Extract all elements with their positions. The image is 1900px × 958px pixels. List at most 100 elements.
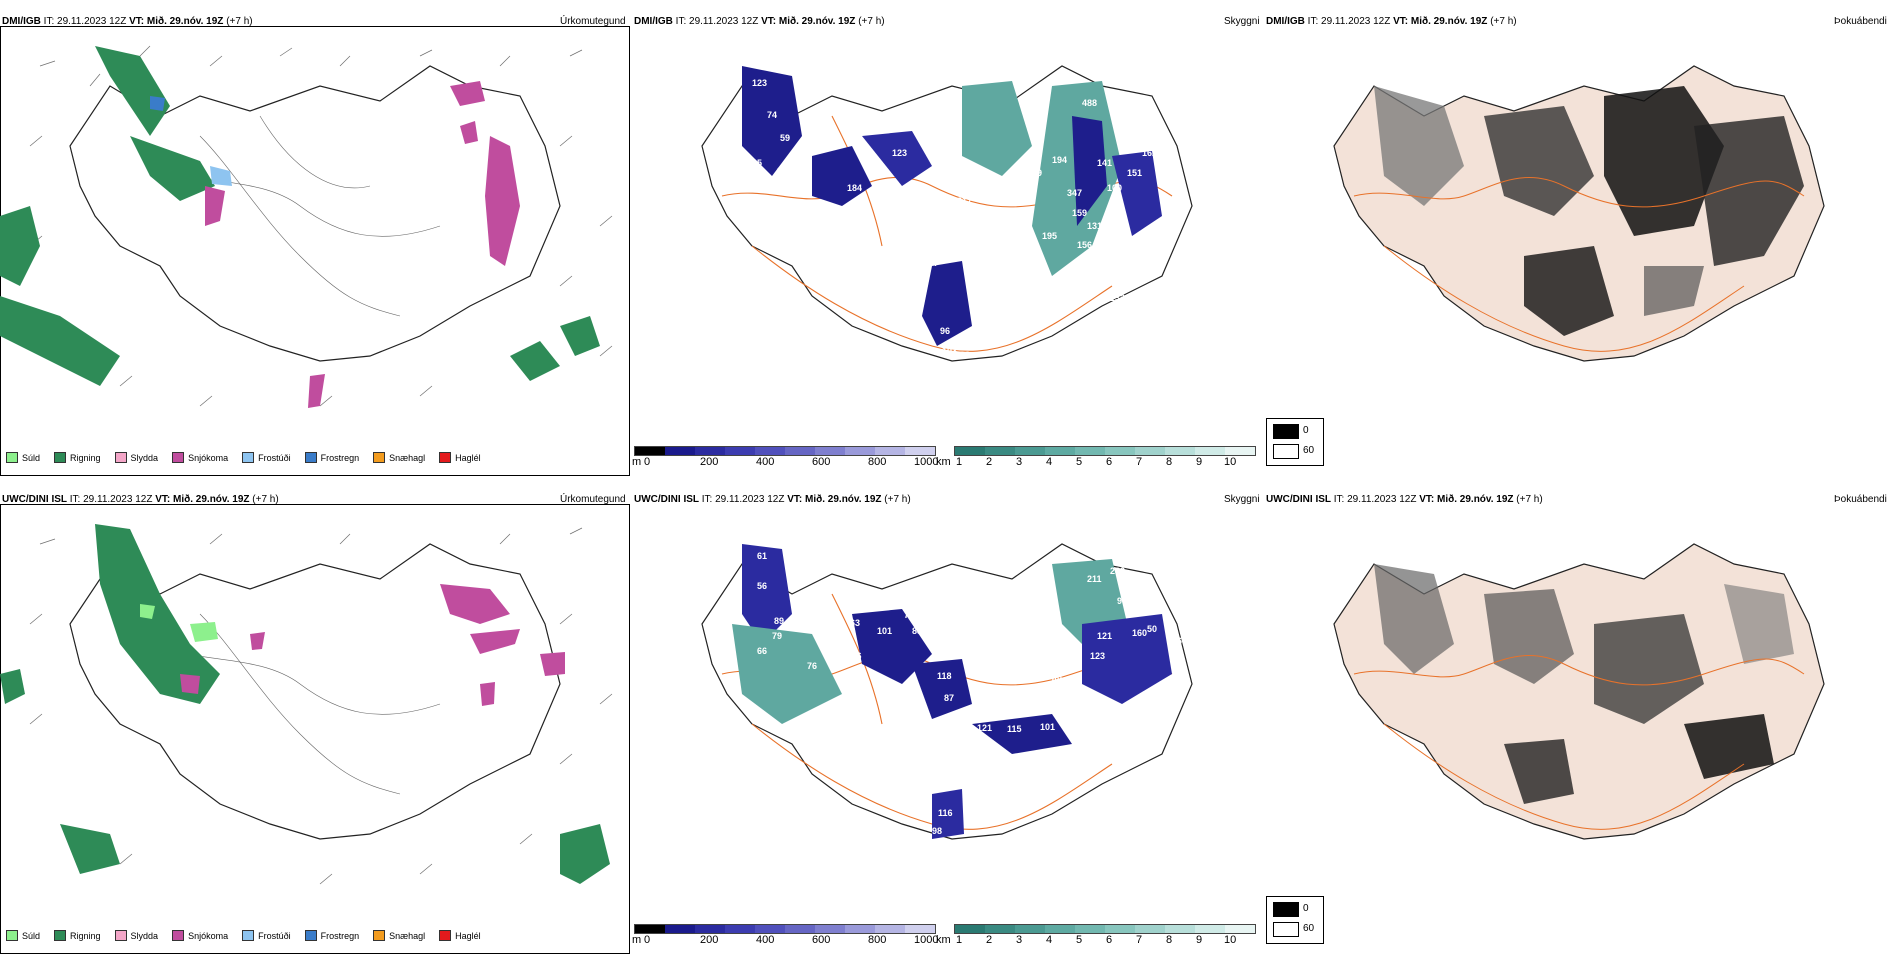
legend-item-hail: Haglél bbox=[439, 930, 481, 941]
vis-label: 121 bbox=[1097, 631, 1112, 641]
vis-label: 49 bbox=[1052, 674, 1062, 684]
coastline bbox=[69, 543, 561, 840]
valid-time: Mið. 29.nóv. 19Z bbox=[173, 494, 250, 505]
scale-tick: 4 bbox=[1046, 456, 1053, 468]
vis-label: 123 bbox=[892, 148, 907, 158]
visibility-scalebar bbox=[954, 924, 1256, 934]
scale-tick: 8 bbox=[1166, 456, 1173, 468]
vis-label: 123 bbox=[752, 78, 767, 88]
vis-label: 85 bbox=[1080, 712, 1090, 722]
snow-pellets-swatch bbox=[373, 452, 386, 463]
lead-time: (+7 h) bbox=[226, 16, 253, 27]
vt-label: VT: bbox=[787, 494, 803, 505]
vis-label: 116 bbox=[847, 651, 862, 661]
vis-label: 61 bbox=[757, 551, 767, 561]
fog-low-swatch bbox=[1273, 444, 1299, 459]
scale-tick: 0 bbox=[644, 456, 651, 468]
legend-label: Haglél bbox=[455, 930, 481, 941]
legend-label: Slydda bbox=[130, 930, 159, 941]
vis-label: 195 bbox=[1042, 231, 1057, 241]
vis-label: 56 bbox=[757, 581, 767, 591]
hail-swatch bbox=[439, 452, 452, 463]
vis-label: 74 bbox=[767, 110, 777, 120]
vis-label: 378 bbox=[847, 218, 862, 228]
freezing-rain-swatch bbox=[304, 930, 317, 941]
it-label: IT: bbox=[1307, 16, 1319, 27]
vis-label: 126 bbox=[917, 358, 932, 368]
vis-label: 93 bbox=[777, 166, 787, 176]
fog-map bbox=[1333, 543, 1825, 840]
legend-item-snow: Snjókoma bbox=[172, 930, 228, 941]
panel-header: UWC/DINI ISL IT: 29.11.2023 12Z VT: Mið.… bbox=[634, 494, 911, 505]
vt-label: VT: bbox=[1393, 16, 1409, 27]
precip-type-panel: DMI/IGB IT: 29.11.2023 12Z VT: Mið. 29.n… bbox=[0, 10, 630, 480]
panel-title: Úrkomutegund bbox=[560, 494, 626, 505]
visibility-panel: DMI/IGB IT: 29.11.2023 12Z VT: Mið. 29.n… bbox=[632, 10, 1262, 480]
vis-label: 89 bbox=[774, 616, 784, 626]
lead-time: (+7 h) bbox=[1490, 16, 1517, 27]
fog-high-swatch bbox=[1273, 902, 1299, 917]
scale-tick: 10 bbox=[1224, 456, 1237, 468]
vis-label: 211 bbox=[1087, 574, 1102, 584]
init-time: 29.11.2023 12Z bbox=[1321, 16, 1391, 27]
drizzle-swatch bbox=[6, 452, 18, 463]
vt-label: VT: bbox=[129, 16, 145, 27]
legend-item-freezing-drizzle: Frostúði bbox=[242, 452, 291, 463]
visibility-labels: 123 74 59 335 93 88 94 87 123 184 372 37… bbox=[717, 78, 1157, 386]
hail-swatch bbox=[439, 930, 452, 941]
vis-label: 199 bbox=[1027, 168, 1042, 178]
legend-item-drizzle: Súld bbox=[6, 452, 40, 463]
precip-type-panel: UWC/DINI ISL IT: 29.11.2023 12Z VT: Mið.… bbox=[0, 488, 630, 958]
scale-tick: 3 bbox=[1016, 456, 1023, 468]
model-name: DMI/IGB bbox=[634, 16, 673, 27]
vis-label: 98 bbox=[932, 826, 942, 836]
vis-label: 121 bbox=[977, 723, 992, 733]
panel-title: Skyggni bbox=[1224, 16, 1260, 27]
visibility-scalebar bbox=[954, 446, 1256, 456]
scale-tick: 600 bbox=[812, 934, 831, 946]
vis-label: 120 bbox=[1092, 276, 1107, 286]
scale-tick: 1000 bbox=[914, 934, 939, 946]
vis-label: 141 bbox=[1097, 158, 1112, 168]
vis-label: 317 bbox=[957, 196, 972, 206]
vis-label: 150 bbox=[1102, 250, 1117, 260]
init-time: 29.11.2023 12Z bbox=[1347, 494, 1417, 505]
panel-header: DMI/IGB IT: 29.11.2023 12Z VT: Mið. 29.n… bbox=[1266, 16, 1517, 27]
vis-label: 50 bbox=[1147, 624, 1157, 634]
fog-low-label: 60 bbox=[1303, 923, 1315, 934]
visibility-labels: 61 56 193 89 79 66 76 63 101 75 83 116 1… bbox=[727, 551, 1187, 836]
vis-label: 118 bbox=[937, 671, 952, 681]
valid-time: Mið. 29.nóv. 19Z bbox=[805, 494, 882, 505]
lead-time: (+7 h) bbox=[858, 16, 885, 27]
scale-tick: 200 bbox=[700, 934, 719, 946]
legend-label: Snæhagl bbox=[389, 452, 426, 463]
vis-label: 335 bbox=[747, 158, 762, 168]
model-name: DMI/IGB bbox=[2, 16, 41, 27]
scale-tick: 5 bbox=[1076, 934, 1083, 946]
legend-label: Haglél bbox=[455, 452, 481, 463]
precip-map bbox=[0, 45, 613, 408]
scale-tick: 6 bbox=[1106, 456, 1113, 468]
panel-title: Skyggni bbox=[1224, 494, 1260, 505]
vis-label: 79 bbox=[772, 631, 782, 641]
vis-label: 83 bbox=[912, 626, 922, 636]
legend-item-snow: Snjókoma bbox=[172, 452, 228, 463]
scale-tick: 3 bbox=[1016, 934, 1023, 946]
legend-item-snow-pellets: Snæhagl bbox=[373, 452, 425, 463]
scale-tick: 2 bbox=[986, 456, 993, 468]
vis-label: 94 bbox=[772, 243, 782, 253]
vis-label: 101 bbox=[1040, 722, 1055, 732]
vis-label: 66 bbox=[757, 646, 767, 656]
init-time: 29.11.2023 12Z bbox=[689, 16, 759, 27]
model-name: UWC/DINI ISL bbox=[1266, 494, 1331, 505]
fog-panel: DMI/IGB IT: 29.11.2023 12Z VT: Mið. 29.n… bbox=[1264, 10, 1894, 480]
coastline bbox=[69, 65, 561, 362]
scale-tick: 8 bbox=[1166, 934, 1173, 946]
legend-item-freezing-drizzle: Frostúði bbox=[242, 930, 291, 941]
legend-label: Slydda bbox=[130, 452, 159, 463]
vis-label: 105 bbox=[937, 141, 952, 151]
roads bbox=[1353, 177, 1805, 352]
scale-tick: 7 bbox=[1136, 934, 1143, 946]
vis-label: 96 bbox=[940, 326, 950, 336]
visibility-areas bbox=[742, 66, 1162, 346]
